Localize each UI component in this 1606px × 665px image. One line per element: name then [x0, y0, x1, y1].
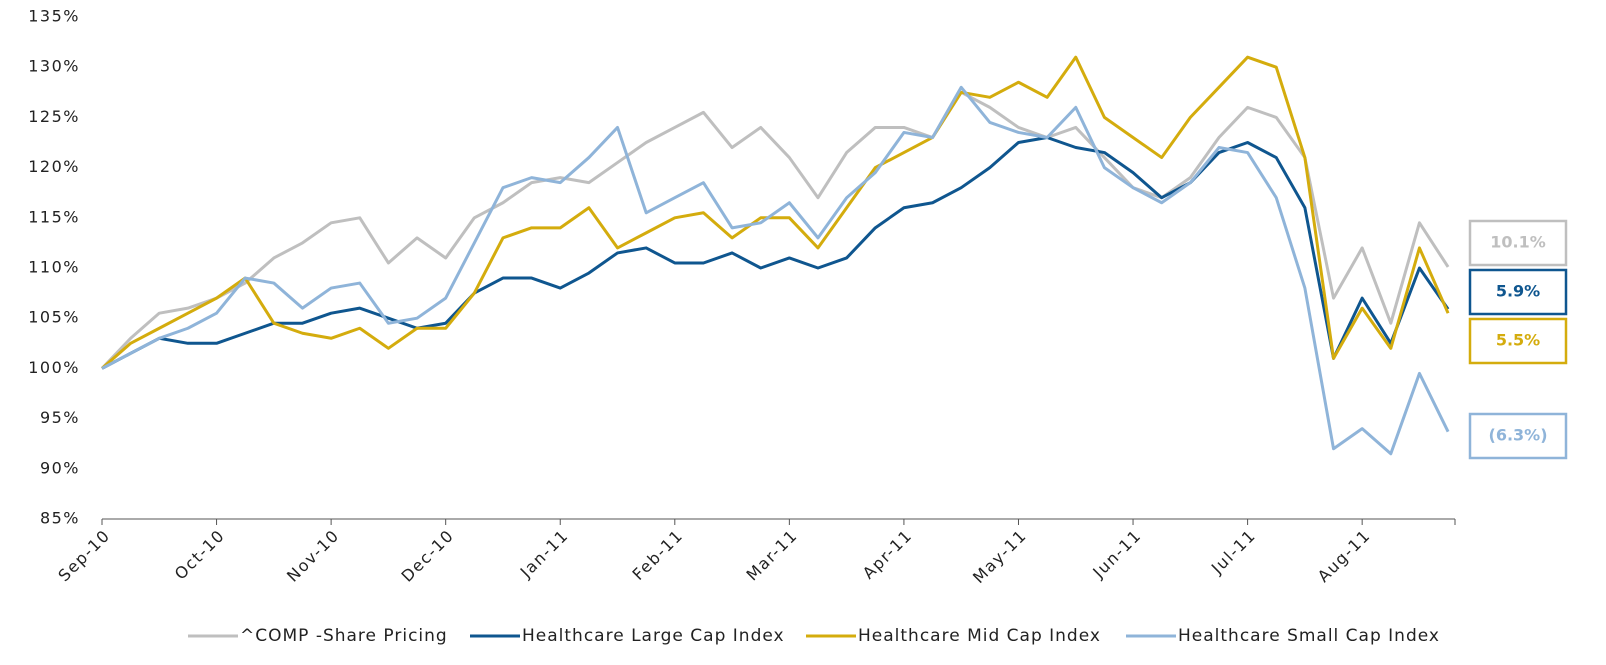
series-line — [100, 90, 1450, 370]
end-label: 5.5% — [1496, 331, 1540, 350]
x-tick-label: Aug-11 — [1314, 526, 1374, 586]
x-tick-label: Nov-10 — [283, 526, 343, 586]
x-tick-label: Sep-10 — [54, 526, 114, 586]
y-tick-label: 90% — [40, 458, 80, 477]
y-tick-label: 130% — [28, 57, 80, 76]
end-label-box — [1468, 219, 1568, 267]
x-tick-label: Dec-10 — [398, 526, 458, 586]
end-label-box — [1468, 412, 1568, 460]
y-tick-label: 125% — [28, 107, 80, 126]
x-tick-label: Jun-11 — [1088, 526, 1145, 583]
legend-label: Healthcare Small Cap Index — [1178, 626, 1440, 646]
y-tick-label: 95% — [40, 408, 80, 427]
y-tick-label: 135% — [28, 7, 80, 26]
y-tick-label: 85% — [40, 509, 80, 528]
x-tick-label: Jul-11 — [1207, 526, 1260, 579]
y-tick-label: 115% — [28, 207, 80, 226]
end-label: (6.3%) — [1489, 426, 1548, 445]
x-tick-label: Feb-11 — [628, 526, 686, 584]
end-label-box — [1468, 317, 1568, 365]
x-tick-label: Apr-11 — [859, 526, 916, 583]
end-label-box — [1468, 268, 1568, 316]
series-line — [101, 85, 1450, 456]
y-tick-label: 110% — [28, 258, 80, 277]
legend-label: Healthcare Mid Cap Index — [858, 626, 1101, 646]
end-label: 10.1% — [1490, 233, 1546, 252]
legend-label: ^COMP -Share Pricing — [240, 626, 448, 646]
series-line — [101, 135, 1450, 370]
y-tick-label: 120% — [28, 157, 80, 176]
y-tick-label: 105% — [28, 308, 80, 327]
series-line — [101, 55, 1450, 370]
end-label: 5.9% — [1496, 282, 1540, 301]
legend-label: Healthcare Large Cap Index — [522, 626, 785, 646]
x-tick-label: Oct-10 — [171, 526, 229, 584]
x-tick-label: Mar-11 — [742, 526, 801, 585]
y-tick-label: 100% — [28, 358, 80, 377]
x-tick-label: Jan-11 — [516, 526, 572, 582]
x-tick-label: May-11 — [969, 526, 1030, 587]
